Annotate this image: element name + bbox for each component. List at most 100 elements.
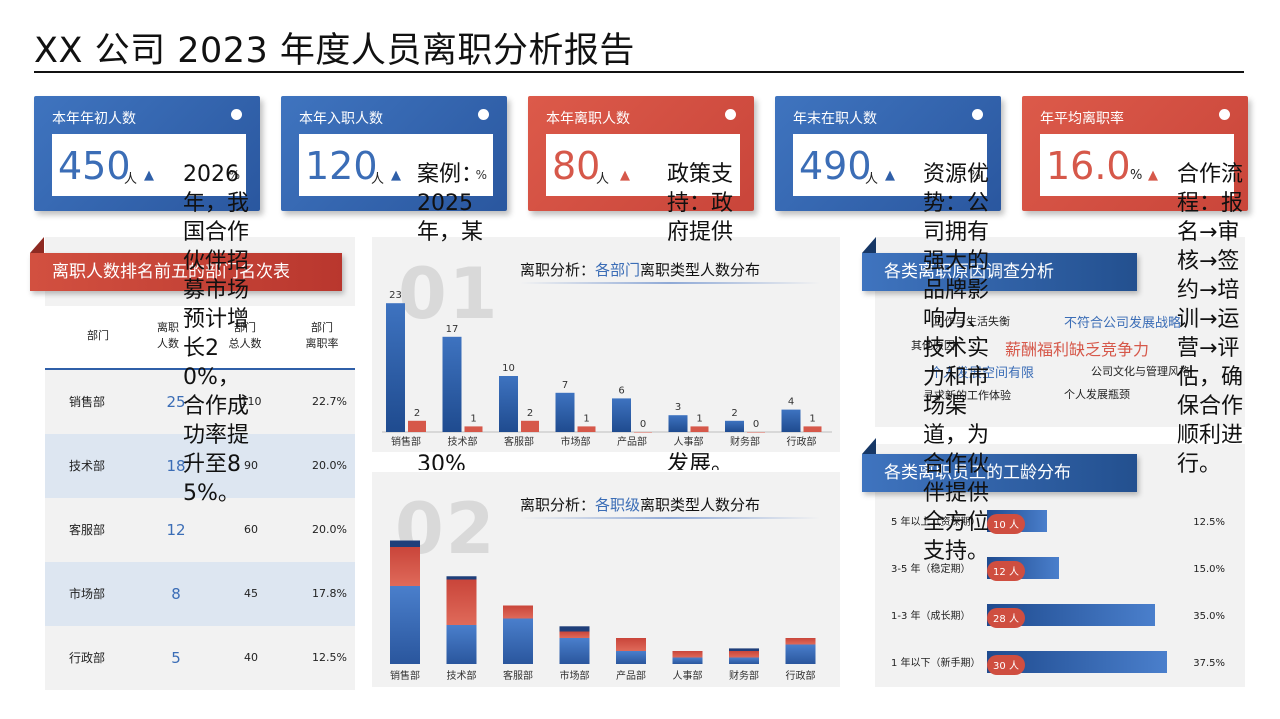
dept-total: 40 (244, 651, 258, 664)
dept-name: 技术部 (69, 459, 106, 473)
tenure-chart: 5 年以上（资深期） 10 人 12.5% 3-5 年（稳定期） 12 人 15.0% 1-… (891, 510, 1225, 675)
tick-label: 人事部 (673, 669, 703, 682)
tenure-percent-label: 12.5% (1193, 517, 1225, 528)
kpi-label: 年平均离职率 (1040, 111, 1124, 127)
data-label: 6 (618, 385, 624, 396)
bar (386, 303, 405, 432)
chart-title-highlight: 各部门 (595, 261, 641, 279)
dept-ranking-ribbon: 离职人数排名前五的部门名次表 (30, 253, 342, 291)
kpi-percent: % (475, 168, 487, 182)
dept-name: 客服部 (69, 523, 106, 537)
chart-title-underline (520, 517, 820, 519)
tenure-value-pill (987, 655, 1025, 675)
kpi-label: 年末在职人数 (793, 111, 877, 127)
data-label: 1 (583, 413, 589, 424)
reason-word: 寻求新的工作体验 (923, 389, 1011, 402)
kpi-value: 120 (305, 144, 378, 188)
section-number: 01 (398, 253, 500, 335)
kpi-value-box: 120 人 ▲% (299, 134, 493, 196)
reason-word: 工作与生活失衡 (933, 315, 1010, 328)
kpi-card: 本年离职人数 80 人 ▲ (528, 96, 754, 211)
data-label: 1 (470, 413, 476, 424)
table-row: 客服部 12 60 20.0% (45, 498, 355, 562)
kpi-value: 16.0 (1046, 144, 1131, 188)
data-label: 0 (753, 419, 759, 430)
chart-title-suffix: 离职类型人数分布 (640, 496, 761, 514)
tenure-percent-label: 37.5% (1193, 658, 1225, 669)
reason-word: 个人发展空间有限 (930, 366, 1035, 381)
data-label: 17 (446, 324, 459, 335)
data-label: 2 (731, 408, 737, 419)
bar (803, 426, 822, 432)
stacked-bar-segment (785, 644, 816, 664)
kpi-value-box: 16.0% ▲ (1040, 134, 1234, 196)
dept-name: 销售部 (69, 395, 106, 409)
level-leave-chart: 销售部 技术部 客服部 市场部 产品部 人事部 财务部 行政部 (390, 540, 816, 682)
table-header-rule (45, 368, 355, 370)
dot-icon (725, 109, 736, 120)
kpi-value: 80 (552, 144, 601, 188)
reasons-ribbon: 各类离职原因调查分析 (862, 253, 1137, 291)
dept-name: 行政部 (69, 651, 106, 665)
tenure-category: 3-5 年（稳定期） (891, 562, 971, 575)
trend-up-icon: ▲ (1148, 168, 1158, 183)
reason-word: 其他原因 (911, 339, 955, 352)
bar (521, 420, 539, 432)
kpi-unit: % (1130, 168, 1143, 183)
stacked-bar-segment (729, 651, 759, 658)
tenure-ribbon: 各类离职员工的工龄分布 (862, 454, 1137, 492)
tick-label: 客服部 (503, 669, 533, 682)
chart-title-underline (520, 282, 820, 284)
tick-label: 客服部 (504, 435, 534, 448)
data-label: 2 (414, 408, 420, 419)
tick-label: 销售部 (390, 669, 420, 682)
dot-icon (972, 109, 983, 120)
overlay-text: 案例：2025年，某 30% (417, 162, 484, 470)
dept-chart-title: 离职分析：各部门离职类型人数分布 (520, 259, 760, 280)
dept-rate: 12.5% (312, 651, 347, 664)
tenure-value-pill (987, 608, 1025, 628)
tick-label: 销售部 (391, 435, 421, 448)
stacked-bar-segment (616, 651, 646, 664)
tick-label: 人事部 (674, 435, 704, 448)
data-label: 23 (389, 290, 402, 301)
trend-up-icon: ▲ (144, 168, 154, 183)
table-row: 技术部 18 90 20.0% (45, 434, 355, 498)
title-underline (34, 71, 1244, 73)
kpi-card: 本年入职人数 120 人 ▲% (281, 96, 507, 211)
tenure-bar (987, 604, 1155, 626)
leave-count: 5 (171, 649, 181, 667)
dept-total: 60 (244, 523, 258, 536)
dept-leave-chart: 23 2 销售部 17 1 技术部 10 2 客服部 7 1 市场部 6 0 产品部 3 1 人事部 2 0 财务部 4 1… (382, 290, 832, 448)
dept-rate: 22.7% (312, 395, 347, 408)
bar (577, 426, 596, 432)
reason-word: 薪酬福利缺乏竞争力 (1005, 340, 1150, 359)
bar (499, 376, 518, 432)
chart-title-suffix: 离职类型人数分布 (640, 261, 761, 279)
overlay-text: 合作流程：报名→审核→签约→培训→运营→评估，确保合作顺利进行。 (1177, 162, 1244, 477)
data-label: 3 (675, 402, 681, 413)
data-label: 1 (696, 413, 702, 424)
kpi-card: 年末在职人数 490 人 ▲% (775, 96, 1001, 211)
tick-label: 市场部 (561, 435, 591, 448)
kpi-label: 本年年初人数 (52, 111, 136, 127)
stacked-bar-segment (503, 605, 533, 619)
stacked-bar-segment (672, 651, 703, 658)
header-total: 部门 总人数 (228, 321, 262, 350)
tick-label: 技术部 (448, 435, 478, 448)
chart-title-highlight: 各职级 (595, 496, 641, 514)
stacked-bar-segment (785, 638, 816, 645)
kpi-unit: 人 (596, 172, 610, 187)
tick-label: 产品部 (617, 435, 647, 448)
kpi-label: 本年离职人数 (546, 111, 630, 127)
dot-icon (1219, 109, 1230, 120)
kpi-value: 490 (799, 144, 872, 188)
dept-total: 110 (240, 395, 262, 408)
level-chart-title: 离职分析：各职级离职类型人数分布 (520, 494, 760, 515)
tenure-value-label: 28 人 (993, 613, 1019, 625)
ribbon-fold (862, 237, 876, 253)
stacked-bar-segment (503, 618, 533, 664)
chart-title-prefix: 离职分析： (520, 261, 596, 279)
leave-count: 18 (166, 457, 186, 475)
kpi-value: 450 (58, 144, 131, 188)
